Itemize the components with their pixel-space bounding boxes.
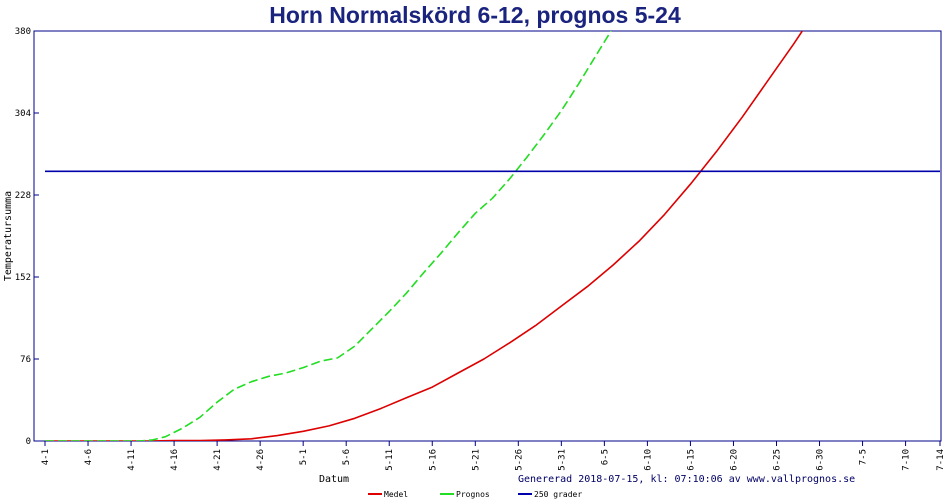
x-tick-label: 6-10 (643, 449, 653, 471)
x-tick-label: 4-11 (127, 449, 137, 471)
y-tick-label: 228 (15, 191, 31, 201)
y-tick-label: 76 (20, 355, 31, 365)
y-tick-label: 152 (15, 273, 31, 283)
x-tick-label: 5-21 (471, 449, 481, 471)
y-tick-label: 0 (26, 437, 31, 447)
x-axis: 4-1 4-6 4-11 4-16 4-21 4-26 5-1 5-6 5-11 5-16 5-21… (41, 441, 946, 471)
x-tick-label: 6-20 (729, 449, 739, 471)
x-tick-label: 4-6 (84, 449, 94, 465)
x-tick-label: 7-5 (859, 449, 869, 465)
series-line-medel (45, 31, 804, 441)
x-tick-label: 5-6 (342, 449, 352, 465)
legend-label: Medel (384, 490, 408, 499)
x-tick-label: 7-14 (936, 449, 946, 471)
x-tick-label: 4-1 (41, 449, 51, 465)
x-tick-label: 6-15 (686, 449, 696, 471)
x-tick-label: 6-25 (772, 449, 782, 471)
plot-area-frame (33, 30, 942, 442)
legend-label: 250 grader (534, 490, 582, 499)
y-tick-label: 304 (15, 109, 31, 119)
generated-info: Genererad 2018-07-15, kl: 07:10:06 av ww… (518, 474, 855, 485)
chart-title: Horn Normalskörd 6-12, prognos 5-24 (269, 2, 681, 28)
x-axis-title: Datum (319, 474, 349, 485)
x-tick-label: 4-26 (256, 449, 266, 471)
x-tick-label: 6-5 (600, 449, 610, 465)
x-tick-label: 5-11 (385, 449, 395, 471)
x-tick-label: 6-30 (816, 449, 826, 471)
legend-label: Prognos (456, 490, 490, 499)
x-tick-label: 5-16 (428, 449, 438, 471)
legend: Medel Prognos 250 grader (368, 490, 582, 499)
x-tick-label: 4-21 (213, 449, 223, 471)
y-axis: 0 76 152 228 304 380 (15, 27, 39, 447)
x-tick-label: 5-1 (299, 449, 309, 465)
x-tick-label: 7-10 (902, 449, 912, 471)
y-axis-title: Temperatursumma (3, 191, 14, 281)
series-layer (45, 31, 940, 441)
x-tick-label: 5-31 (557, 449, 567, 471)
y-tick-label: 380 (15, 27, 31, 37)
series-line-prognos (45, 31, 612, 441)
x-tick-label: 5-26 (514, 449, 524, 471)
x-tick-label: 4-16 (170, 449, 180, 471)
